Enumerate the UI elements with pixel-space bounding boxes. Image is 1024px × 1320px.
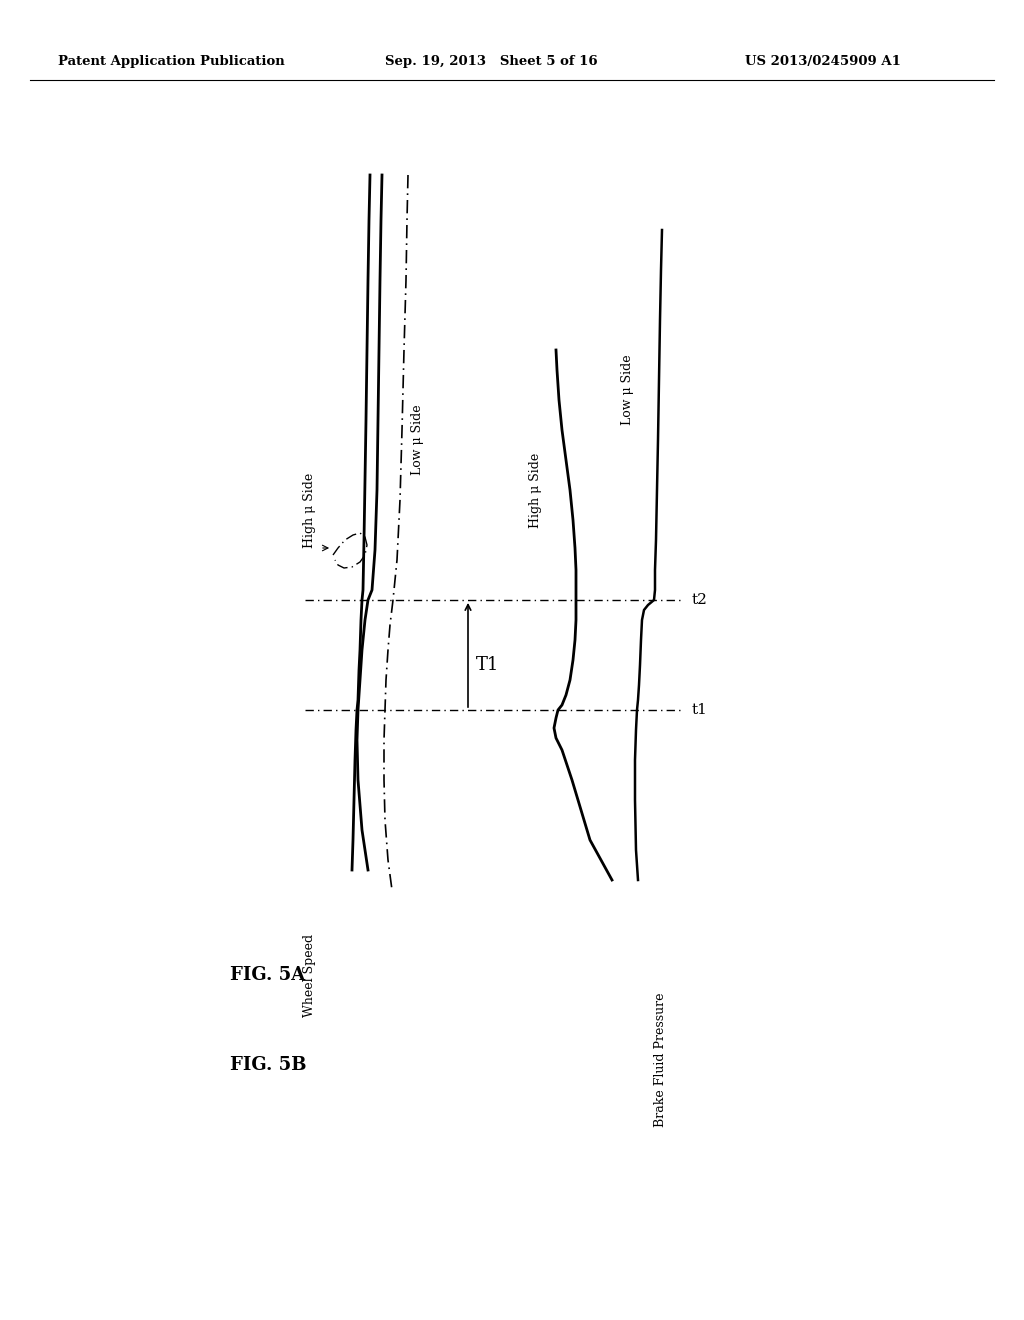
Text: Sep. 19, 2013   Sheet 5 of 16: Sep. 19, 2013 Sheet 5 of 16 [385, 55, 598, 69]
Text: FIG. 5A: FIG. 5A [230, 966, 305, 983]
Text: Low μ Side: Low μ Side [412, 405, 425, 475]
Text: t2: t2 [692, 593, 708, 607]
Text: FIG. 5B: FIG. 5B [230, 1056, 306, 1074]
Text: Brake Fluid Pressure: Brake Fluid Pressure [653, 993, 667, 1127]
Text: Patent Application Publication: Patent Application Publication [58, 55, 285, 69]
Text: US 2013/0245909 A1: US 2013/0245909 A1 [745, 55, 901, 69]
Text: Wheel Speed: Wheel Speed [303, 933, 316, 1016]
Text: t1: t1 [692, 704, 708, 717]
Text: High μ Side: High μ Side [303, 473, 316, 548]
Text: High μ Side: High μ Side [528, 453, 542, 528]
Text: Low μ Side: Low μ Side [622, 355, 635, 425]
Text: T1: T1 [476, 656, 500, 675]
